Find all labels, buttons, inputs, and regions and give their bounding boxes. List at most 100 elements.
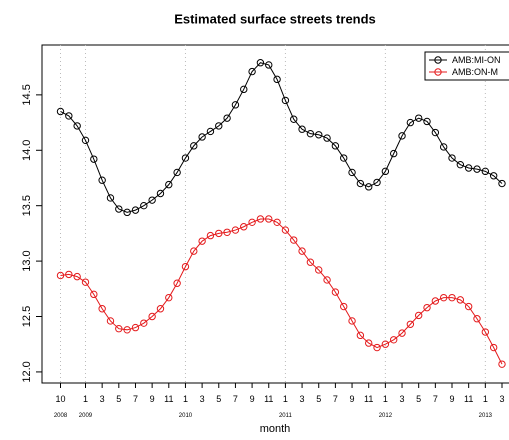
data-point (298, 247, 306, 255)
data-point (140, 319, 148, 327)
data-point (331, 142, 340, 150)
data-point (256, 215, 265, 223)
data-point (373, 178, 381, 187)
data-point (306, 129, 315, 138)
data-point (131, 206, 140, 214)
x-tick-label: 7 (133, 394, 138, 404)
x-tick-label: 10 (55, 394, 65, 404)
data-point (431, 128, 440, 137)
data-point (265, 215, 273, 223)
year-label: 2012 (379, 413, 393, 419)
data-point (90, 155, 98, 163)
data-point (273, 75, 281, 84)
data-point (190, 247, 198, 255)
data-point (290, 236, 298, 244)
data-point (340, 154, 348, 162)
x-tick-label: 1 (283, 394, 288, 404)
data-point (73, 122, 81, 130)
data-point (489, 343, 498, 352)
data-point (498, 360, 506, 368)
x-tick-label: 9 (450, 394, 455, 404)
data-point (273, 218, 281, 227)
data-point (315, 266, 323, 274)
x-tick-label: 9 (350, 394, 355, 404)
data-point (473, 315, 481, 323)
data-point (198, 237, 206, 245)
x-tick-label: 5 (416, 394, 421, 404)
data-point (165, 180, 173, 189)
data-point (323, 276, 331, 284)
data-point (448, 293, 456, 302)
data-point (348, 168, 356, 177)
data-point (298, 125, 306, 133)
year-label: 2013 (479, 413, 493, 419)
x-tick-label: 11 (464, 394, 473, 404)
data-point (356, 179, 365, 188)
data-point (398, 132, 406, 140)
data-point (181, 154, 190, 162)
data-point (148, 196, 156, 204)
data-point (248, 67, 256, 76)
legend-label: AMB:MI-ON (452, 55, 501, 65)
legend-marker (434, 56, 442, 64)
y-tick-label: 13.5 (21, 195, 33, 216)
data-point (140, 201, 148, 210)
data-point (156, 305, 165, 313)
data-point (456, 160, 465, 169)
x-tick-label: 3 (100, 394, 105, 404)
data-point (406, 118, 415, 127)
data-point (365, 183, 373, 191)
data-point (431, 297, 440, 305)
x-tick-label: 1 (483, 394, 488, 404)
data-point (65, 270, 73, 279)
data-point (489, 172, 498, 180)
x-axis-label: month (260, 423, 291, 435)
data-point (81, 278, 90, 286)
data-point (331, 288, 340, 296)
data-point (406, 320, 415, 328)
data-point (181, 262, 190, 271)
data-point (173, 279, 181, 287)
data-point (473, 165, 481, 173)
y-tick-label: 14.5 (21, 84, 33, 105)
data-point (123, 208, 131, 217)
x-tick-label: 11 (264, 394, 273, 404)
data-point (148, 312, 156, 321)
data-point (281, 96, 290, 105)
data-point (498, 179, 506, 188)
x-tick-label: 5 (216, 394, 221, 404)
x-tick-label: 9 (150, 394, 155, 404)
x-tick-label: 1 (383, 394, 388, 404)
data-point (348, 317, 356, 325)
data-point (265, 61, 273, 69)
x-tick-label: 5 (316, 394, 321, 404)
data-point (439, 143, 448, 151)
data-point (223, 114, 231, 122)
data-point (439, 293, 448, 302)
x-tick-label: 7 (333, 394, 338, 404)
data-point (381, 167, 390, 176)
legend-label: AMB:ON-M (452, 67, 498, 77)
data-point (65, 112, 73, 120)
x-tick-label: 9 (250, 394, 255, 404)
data-point (98, 305, 106, 313)
y-tick-label: 14.0 (21, 140, 33, 161)
data-point (390, 149, 398, 158)
x-tick-label: 3 (400, 394, 405, 404)
y-tick-label: 12.5 (21, 306, 33, 327)
data-point (206, 231, 215, 240)
data-point (98, 176, 106, 184)
data-point (464, 164, 473, 172)
data-point (115, 324, 123, 333)
data-point (56, 271, 65, 280)
data-point (373, 343, 381, 352)
data-point (323, 134, 331, 142)
plot-frame (41, 44, 509, 384)
data-point (414, 114, 423, 122)
x-tick-label: 3 (499, 394, 504, 404)
x-tick-label: 11 (364, 394, 373, 404)
data-point (106, 317, 115, 325)
data-point (281, 226, 290, 234)
data-point (223, 228, 231, 236)
data-point (306, 258, 315, 266)
